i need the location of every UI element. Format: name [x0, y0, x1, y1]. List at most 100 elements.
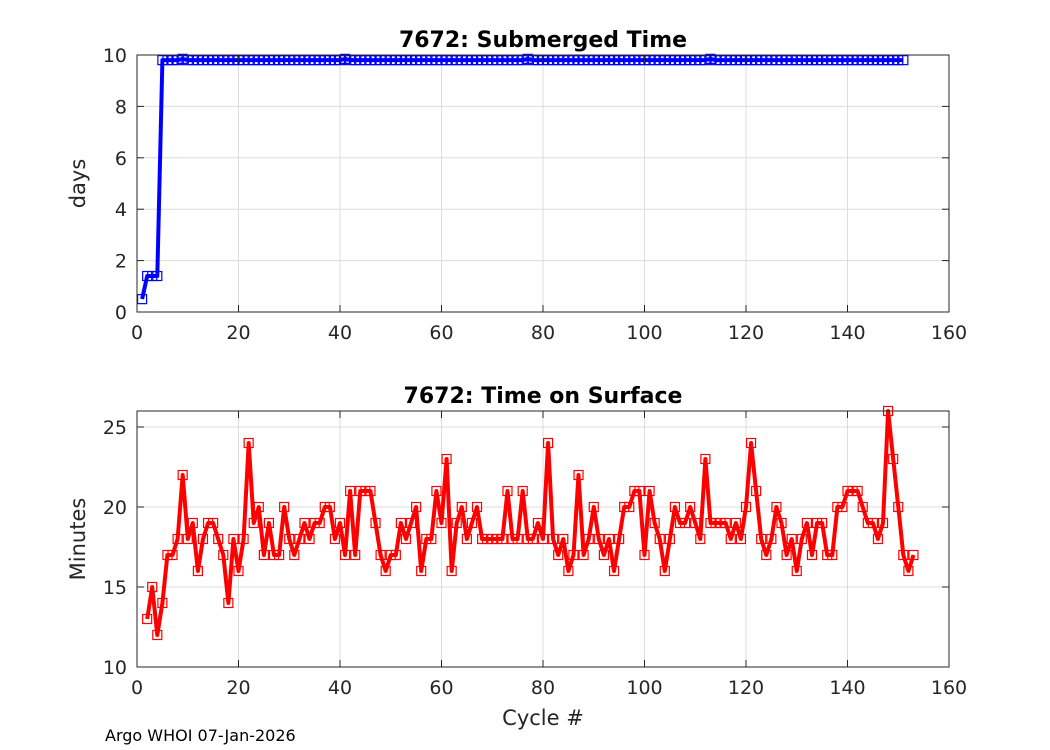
submerged-markers	[136, 53, 909, 305]
surface-data-point	[299, 517, 310, 529]
surface-data-point	[583, 533, 594, 545]
surface-data-point	[908, 549, 919, 561]
submerged-time-ylabel: days	[66, 159, 90, 209]
surface-data-point	[644, 485, 655, 497]
surface-data-point	[152, 629, 163, 641]
surface-data-point	[294, 533, 305, 545]
surface-data-point	[608, 565, 620, 577]
submerged-xtick-label: 60	[429, 322, 453, 344]
cycle-xlabel: Cycle #	[502, 706, 584, 730]
surface-data-point	[177, 469, 188, 481]
surface-data-point	[659, 565, 670, 577]
surface-data-point	[304, 533, 315, 545]
submerged-ytick-label: 8	[115, 96, 127, 118]
surface-data-point	[223, 597, 234, 609]
surface-data-point	[431, 485, 442, 497]
surface-time-ylabel: Minutes	[66, 498, 90, 581]
surface-data-point	[669, 501, 681, 513]
surface-data-point	[690, 517, 701, 529]
surface-data-point	[213, 533, 224, 545]
surface-data-point	[542, 437, 554, 449]
surface-data-point	[187, 517, 198, 529]
surface-data-point	[573, 469, 584, 481]
surface-ytick-label: 20	[103, 497, 127, 519]
surface-data-point	[461, 533, 472, 545]
surface-data-point	[263, 517, 275, 529]
surface-time-axes: 0 20 40 60 80 100 120 140 160 10 15 20 25 7672: Time …	[66, 384, 967, 730]
submerged-xtick-label: 120	[728, 322, 764, 344]
submerged-data-point	[136, 294, 148, 305]
surface-data-point	[568, 549, 579, 561]
surface-data-point	[147, 581, 158, 593]
surface-data-point	[208, 517, 219, 529]
submerged-xtick-label: 140	[829, 322, 865, 344]
surface-data-point	[218, 549, 229, 561]
surface-data-point	[801, 517, 813, 529]
surface-data-point	[837, 501, 848, 513]
surface-data-point	[243, 437, 254, 449]
surface-data-point	[725, 533, 736, 545]
surface-ytick-label: 10	[103, 657, 127, 679]
surface-data-point	[233, 565, 244, 577]
surface-data-point	[700, 453, 711, 465]
surface-data-point	[745, 437, 757, 449]
surface-data-point	[598, 549, 610, 561]
surface-data-point	[324, 501, 335, 513]
surface-data-point	[781, 549, 792, 561]
surface-data-point	[852, 485, 863, 497]
submerged-xtick-label: 0	[131, 322, 143, 344]
surface-data-point	[537, 533, 549, 545]
submerged-xtick-label: 40	[328, 322, 352, 344]
surface-data-point	[553, 549, 564, 561]
surface-data-point	[167, 549, 178, 561]
surface-data-point	[903, 565, 914, 577]
surface-data-point	[872, 533, 884, 545]
surface-data-point	[426, 533, 437, 545]
surface-data-point	[142, 613, 153, 625]
surface-data-point	[274, 549, 285, 561]
surface-data-point	[471, 501, 483, 513]
surface-data-point	[614, 533, 625, 545]
surface-data-point	[248, 517, 259, 529]
surface-data-point	[334, 517, 346, 529]
surface-data-point	[898, 549, 909, 561]
surface-data-point	[157, 597, 168, 609]
surface-xtick-label: 160	[931, 677, 967, 699]
surface-ytick-label: 25	[103, 417, 127, 439]
surface-data-point	[548, 533, 559, 545]
surface-data-point	[238, 533, 249, 545]
surface-data-point	[624, 501, 635, 513]
surface-data-point	[253, 501, 264, 513]
surface-data-point	[634, 485, 645, 497]
surface-data-point	[395, 517, 406, 529]
surface-data-point	[735, 533, 747, 545]
surface-data-point	[436, 517, 447, 529]
surface-data-point	[197, 533, 209, 545]
surface-data-point	[679, 517, 691, 529]
surface-data-point	[441, 453, 452, 465]
surface-data-point	[817, 517, 828, 529]
surface-data-point	[695, 533, 706, 545]
surface-data-point	[284, 533, 295, 545]
surface-data-point	[400, 533, 412, 545]
surface-data-point	[279, 501, 290, 513]
surface-data-point	[456, 501, 467, 513]
surface-data-point	[639, 549, 650, 561]
surface-data-point	[654, 533, 665, 545]
submerged-ytick-label: 0	[115, 302, 127, 324]
surface-data-point	[329, 533, 341, 545]
surface-xtick-label: 120	[728, 677, 764, 699]
surface-data-point	[405, 517, 417, 529]
surface-data-point	[766, 533, 777, 545]
surface-data-point	[370, 517, 381, 529]
surface-data-point	[228, 533, 239, 545]
surface-data-point	[877, 517, 889, 529]
surface-data-point	[502, 485, 513, 497]
surface-xtick-label: 100	[626, 677, 662, 699]
submerged-ytick-label: 4	[115, 199, 127, 221]
submerged-data-point	[898, 55, 909, 66]
surface-data-point	[411, 501, 422, 513]
surface-data-point	[786, 533, 797, 545]
